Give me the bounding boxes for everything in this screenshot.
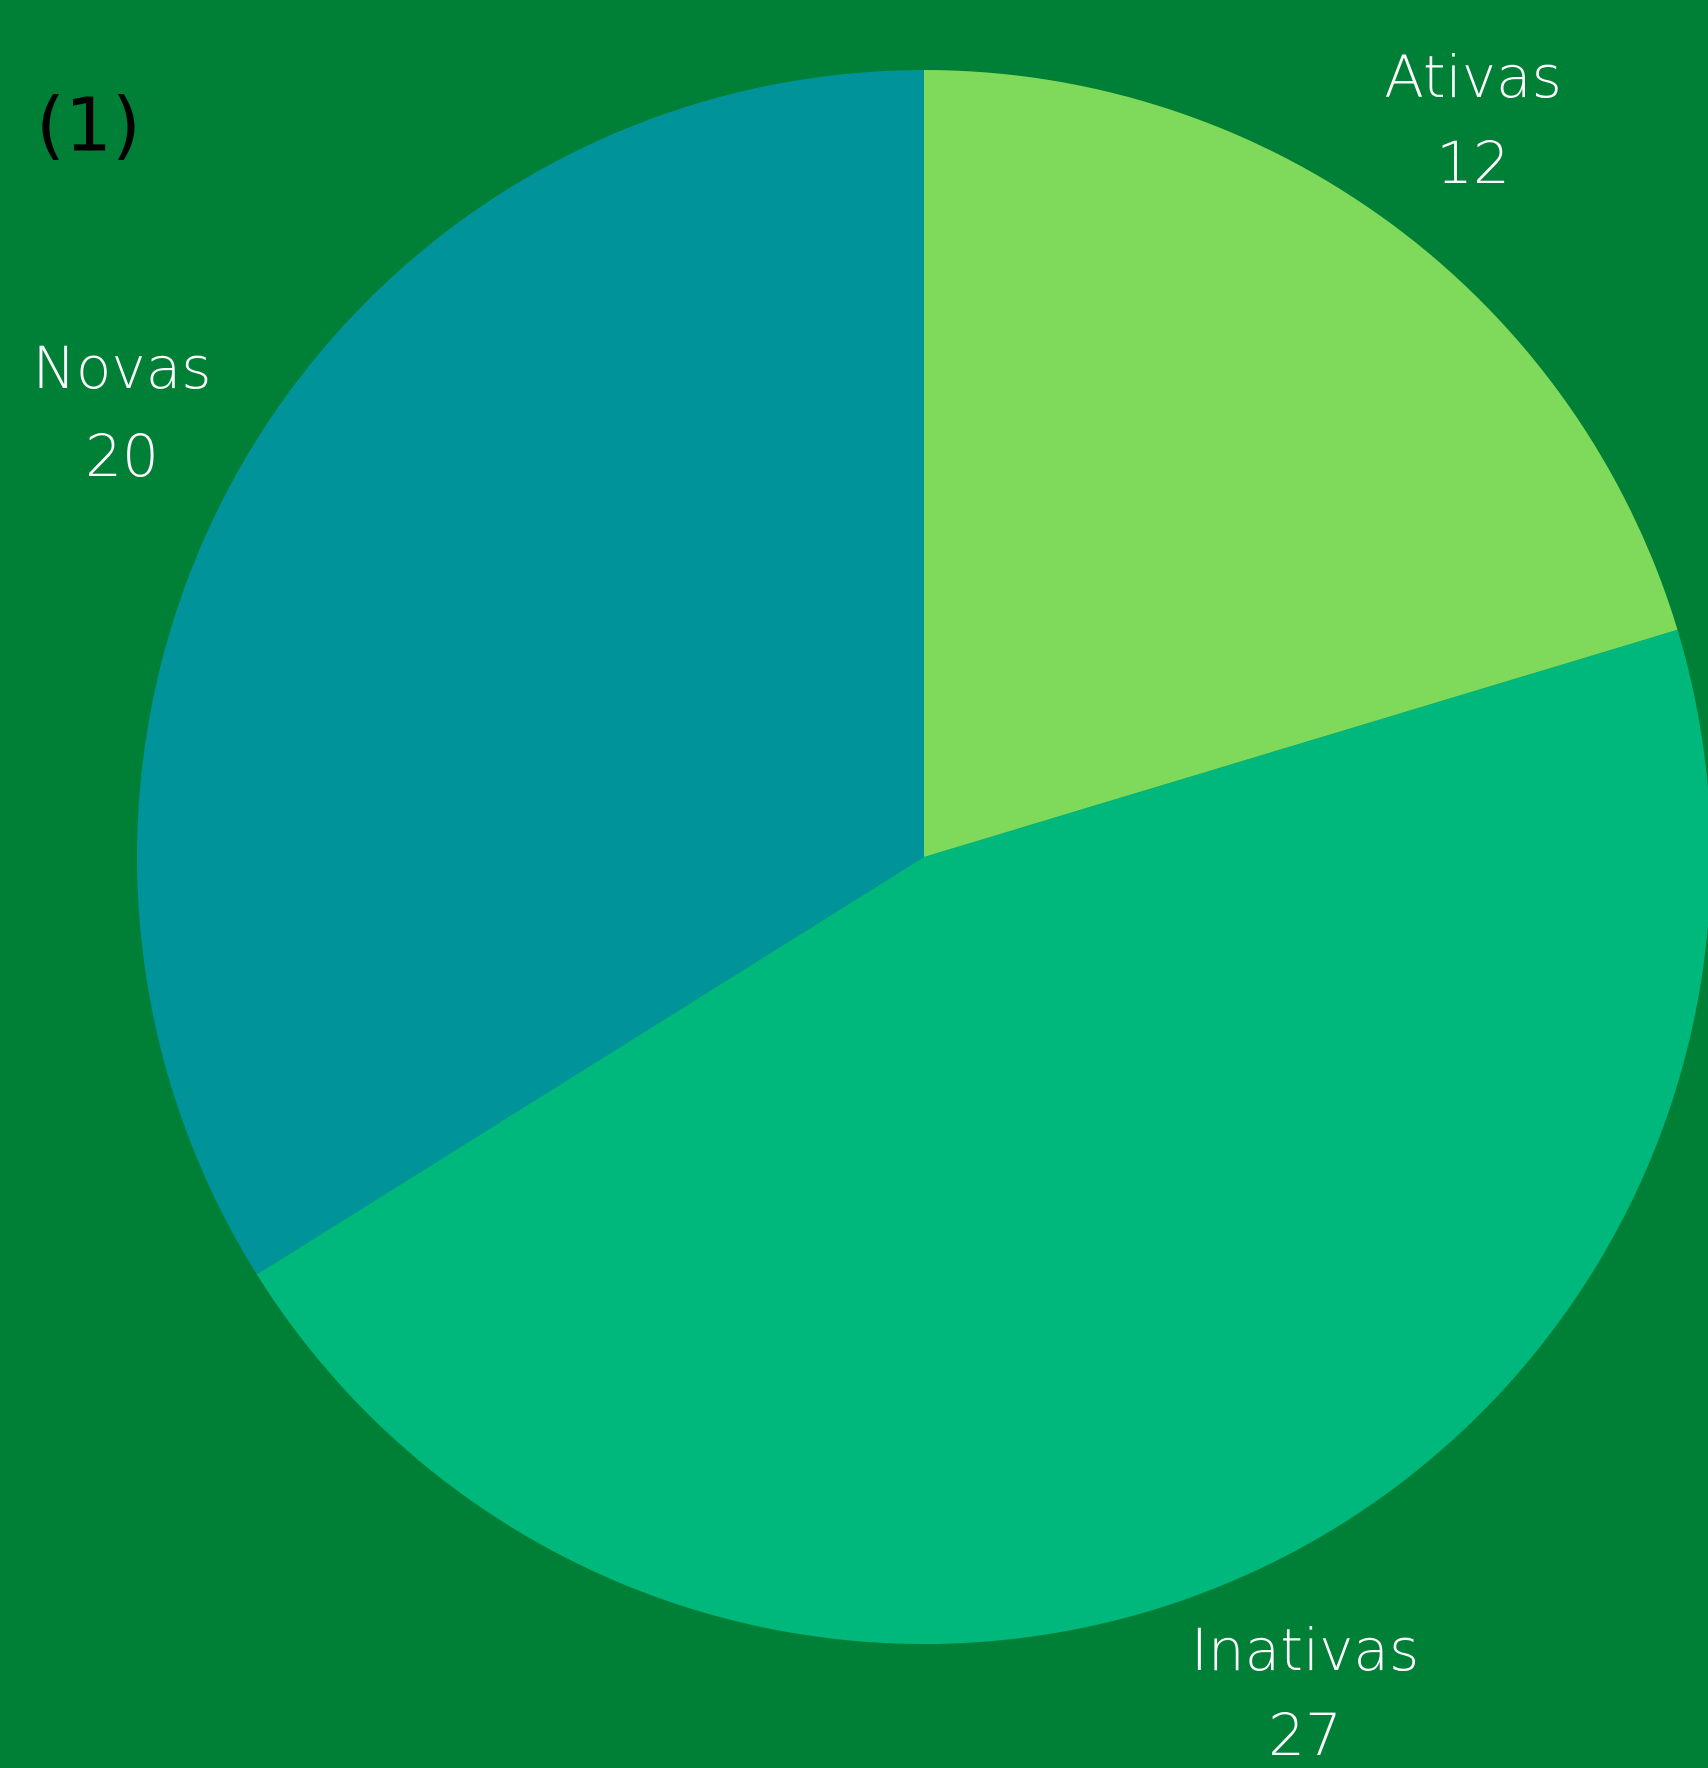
slice-label: Inativas bbox=[1191, 1616, 1419, 1684]
slice-label: Ativas bbox=[1384, 43, 1562, 111]
pie-slice bbox=[256, 629, 1708, 1644]
slice-value: 12 bbox=[1436, 129, 1510, 197]
slice-label: Novas bbox=[33, 334, 212, 402]
slice-value: 27 bbox=[1268, 1701, 1342, 1768]
pie-slice bbox=[924, 70, 1678, 857]
slice-value: 20 bbox=[85, 422, 159, 490]
chart-title: (1) bbox=[36, 83, 141, 169]
pie-slice bbox=[137, 70, 925, 1275]
